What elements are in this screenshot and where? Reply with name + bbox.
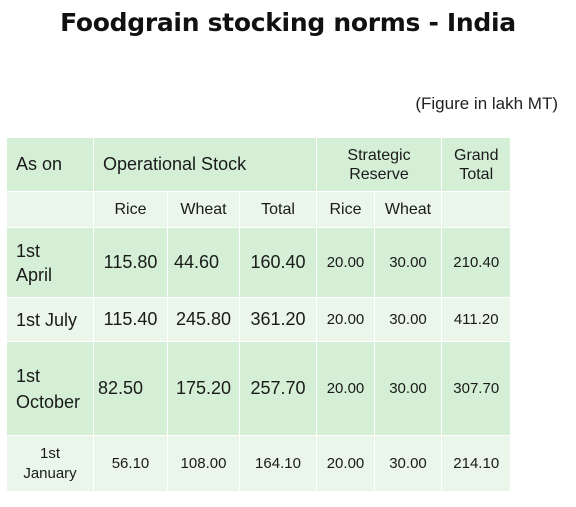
table-row: 1st January 56.10 108.00 164.10 20.00 30… [6, 435, 512, 492]
subheader-st-wheat: Wheat [374, 191, 442, 228]
cell-op-total: 361.20 [239, 297, 317, 342]
subheader-op-wheat: Wheat [167, 191, 240, 228]
header-grand-total: Grand Total [440, 137, 512, 192]
stocking-norms-table: As on Operational Stock Strategic Reserv… [6, 137, 512, 492]
row-label: 1st October [6, 341, 94, 436]
header-strategic-reserve: Strategic Reserve [316, 137, 442, 192]
page-title: Foodgrain stocking norms - India [60, 8, 516, 37]
cell-st-wheat: 30.00 [374, 435, 442, 492]
header-row: As on Operational Stock Strategic Reserv… [6, 137, 512, 192]
cell-st-rice: 20.00 [316, 297, 375, 342]
cell-grand-total: 210.40 [440, 227, 512, 298]
cell-st-rice: 20.00 [316, 341, 375, 436]
cell-op-wheat: 175.20 [167, 341, 240, 436]
subheader-op-total: Total [239, 191, 317, 228]
table-row: 1st July 115.40 245.80 361.20 20.00 30.0… [6, 297, 512, 342]
cell-op-rice: 82.50 [93, 341, 168, 436]
cell-op-wheat: 245.80 [167, 297, 240, 342]
header-operational-stock: Operational Stock [93, 137, 317, 192]
cell-op-wheat: 44.60 [167, 227, 240, 298]
subheader-grand-blank [440, 191, 512, 228]
cell-op-total: 257.70 [239, 341, 317, 436]
cell-st-rice: 20.00 [316, 227, 375, 298]
cell-op-wheat: 108.00 [167, 435, 240, 492]
unit-note: (Figure in lakh MT) [415, 94, 558, 113]
subheader-st-rice: Rice [316, 191, 375, 228]
cell-op-rice: 56.10 [93, 435, 168, 492]
subheader-row: Rice Wheat Total Rice Wheat [6, 191, 512, 228]
cell-op-rice: 115.80 [93, 227, 168, 298]
row-label: 1st January [6, 435, 94, 492]
cell-st-wheat: 30.00 [374, 227, 442, 298]
cell-op-rice: 115.40 [93, 297, 168, 342]
cell-grand-total: 214.10 [440, 435, 512, 492]
row-label: 1st April [6, 227, 94, 298]
table-row: 1st April 115.80 44.60 160.40 20.00 30.0… [6, 227, 512, 298]
cell-st-rice: 20.00 [316, 435, 375, 492]
table-row: 1st October 82.50 175.20 257.70 20.00 30… [6, 341, 512, 436]
subheader-op-rice: Rice [93, 191, 168, 228]
subheader-blank [6, 191, 94, 228]
row-label: 1st July [6, 297, 94, 342]
cell-op-total: 164.10 [239, 435, 317, 492]
header-as-on: As on [6, 137, 94, 192]
cell-grand-total: 411.20 [440, 297, 512, 342]
cell-op-total: 160.40 [239, 227, 317, 298]
cell-st-wheat: 30.00 [374, 297, 442, 342]
cell-grand-total: 307.70 [440, 341, 512, 436]
cell-st-wheat: 30.00 [374, 341, 442, 436]
